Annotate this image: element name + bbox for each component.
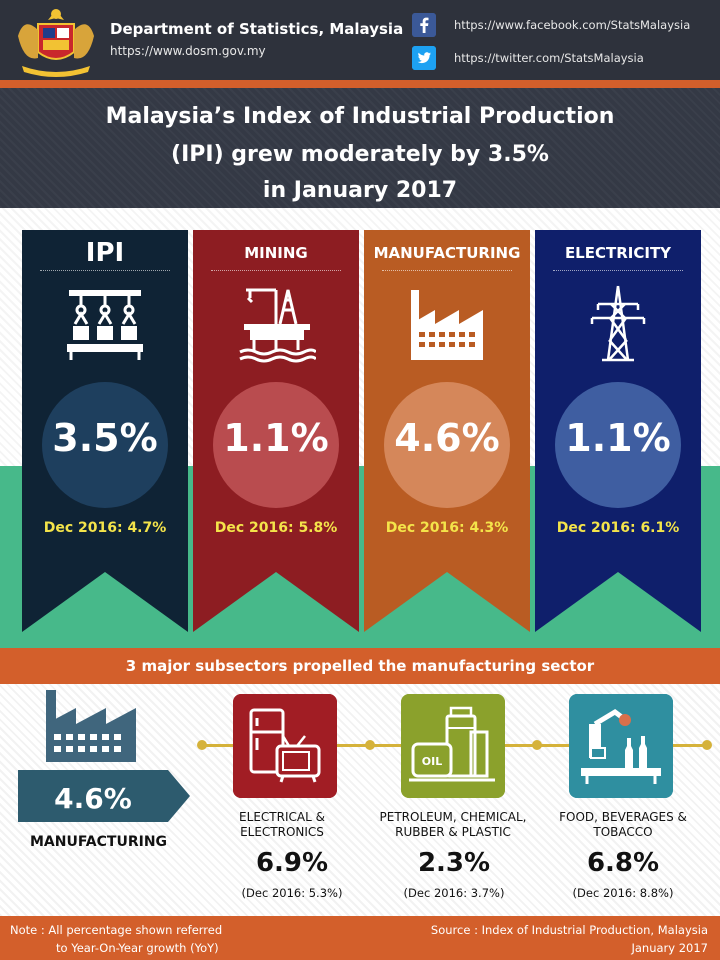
footer-source: January 2017: [631, 941, 708, 955]
org-name: Department of Statistics, Malaysia: [110, 20, 404, 38]
subsector-name-line: PETROLEUM, CHEMICAL,: [379, 810, 527, 824]
connector-dot: [197, 740, 207, 750]
org-url-link[interactable]: https://www.dosm.gov.my: [110, 44, 266, 58]
appliances-icon: [233, 694, 337, 798]
facebook-link[interactable]: https://www.facebook.com/StatsMalaysia: [454, 18, 691, 32]
footer-source: Source : Index of Industrial Production,…: [430, 923, 708, 937]
footer-note: Note : All percentage shown referred: [10, 923, 223, 937]
subsector-name-line: FOOD, BEVERAGES &: [559, 810, 687, 824]
subsector-value: 2.3%: [417, 848, 491, 878]
sector-value: 3.5%: [52, 416, 158, 460]
factory-icon: [411, 290, 483, 360]
twitter-link[interactable]: https://twitter.com/StatsMalaysia: [454, 51, 644, 65]
malaysia-crest-icon: [18, 9, 94, 77]
subsector-name-line: ELECTRONICS: [240, 825, 324, 839]
ribbon-notch: [193, 572, 359, 632]
manufacturing-label: MANUFACTURING: [30, 834, 168, 850]
facebook-icon[interactable]: [412, 13, 436, 37]
sector-value: 1.1%: [565, 416, 671, 460]
divider: [553, 270, 683, 271]
sector-panel-electricity: ELECTRICITY 1.1% Dec 2016: 6.1%: [535, 230, 701, 632]
subsector-previous-value: (Dec 2016: 5.3%): [241, 886, 343, 900]
sector-panel-mining: MINING 1.1% Dec 2016: 5.8%: [193, 230, 359, 632]
svg-text:OIL: OIL: [422, 755, 442, 768]
footer-note: to Year-On-Year growth (YoY): [56, 941, 219, 955]
value-circle: [42, 382, 168, 508]
sector-title: MINING: [244, 244, 308, 262]
subsector-value: 6.9%: [255, 848, 329, 878]
sector-previous-value: Dec 2016: 5.8%: [214, 520, 338, 536]
value-circle: [384, 382, 510, 508]
subsector-banner: 3 major subsectors propelled the manufac…: [0, 648, 720, 684]
ribbon-notch: [364, 572, 530, 632]
sector-previous-value: Dec 2016: 4.3%: [385, 520, 509, 536]
subsector-name: FOOD, BEVERAGES & TOBACCO: [548, 810, 698, 840]
subsector-previous-value: (Dec 2016: 8.8%): [572, 886, 674, 900]
subsector-name: PETROLEUM, CHEMICAL, RUBBER & PLASTIC: [368, 810, 538, 840]
value-circle: [555, 382, 681, 508]
header-divider: [0, 80, 720, 88]
value-circle: [213, 382, 339, 508]
sector-value: 1.1%: [223, 416, 329, 460]
oil-tanks-icon: OIL: [401, 694, 505, 798]
sector-value: 4.6%: [394, 416, 500, 460]
sector-panel-manufacturing: MANUFACTURING 4.6% Dec 2016: 4.3%: [364, 230, 530, 632]
page-title-line-2: (IPI) grew moderately by 3.5%: [171, 142, 549, 167]
footer: [0, 916, 720, 960]
subsector-name-line: TOBACCO: [593, 825, 653, 839]
manufacturing-value-arrow: [18, 770, 190, 822]
page-title-line-3: in January 2017: [262, 178, 458, 203]
subsector-name-line: RUBBER & PLASTIC: [395, 825, 511, 839]
connector-dot: [532, 740, 542, 750]
twitter-icon[interactable]: [412, 46, 436, 70]
title-band: [0, 88, 720, 208]
connector-dot: [702, 740, 712, 750]
ribbon-notch: [22, 572, 188, 632]
sector-previous-value: Dec 2016: 6.1%: [556, 520, 680, 536]
oil-rig-icon: [239, 288, 316, 363]
subsector-value: 6.8%: [586, 848, 660, 878]
power-tower-icon: [590, 285, 646, 362]
sector-title: MANUFACTURING: [373, 244, 521, 262]
subsector-name-line: ELECTRICAL &: [239, 810, 325, 824]
subsector-previous-value: (Dec 2016: 3.7%): [403, 886, 505, 900]
robotic-arms-icon: [67, 290, 143, 360]
divider: [40, 270, 170, 271]
divider: [211, 270, 341, 271]
subsector-banner-text: 3 major subsectors propelled the manufac…: [125, 657, 595, 675]
connector-dot: [365, 740, 375, 750]
page-title-line-1: Malaysia’s Index of Industrial Productio…: [105, 104, 615, 129]
sector-previous-value: Dec 2016: 4.7%: [43, 520, 167, 536]
sector-panel-ipi: IPI 3.5% Dec 2016: 4.7%: [22, 230, 188, 632]
header: [0, 0, 720, 86]
divider: [382, 270, 512, 271]
sector-title: IPI: [85, 238, 125, 268]
bottling-line-icon: [569, 694, 673, 798]
factory-icon: [46, 690, 136, 762]
ribbon-notch: [535, 572, 701, 632]
subsector-name: ELECTRICAL & ELECTRONICS: [222, 810, 342, 840]
manufacturing-value: 4.6%: [54, 782, 132, 815]
sector-title: ELECTRICITY: [564, 244, 672, 262]
